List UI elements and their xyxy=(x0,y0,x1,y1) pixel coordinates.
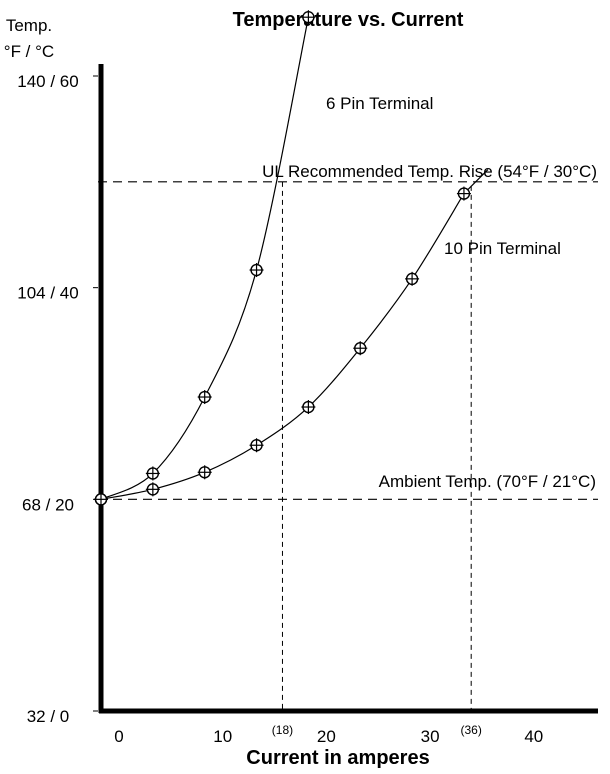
x-tick-label: 0 xyxy=(114,727,123,746)
data-point-marker xyxy=(197,465,212,480)
y-axis-label-line2: °F / °C xyxy=(4,42,54,61)
data-point-marker xyxy=(456,186,471,201)
ambient-label: Ambient Temp. (70°F / 21°C) xyxy=(379,472,596,491)
crossover-label: (36) xyxy=(461,723,482,737)
data-point-marker xyxy=(249,263,264,278)
data-point-marker xyxy=(197,390,212,405)
data-point-marker xyxy=(405,271,420,286)
data-point-marker xyxy=(249,438,264,453)
data-point-marker xyxy=(94,492,108,507)
series-label-6-pin: 6 Pin Terminal xyxy=(326,94,433,113)
data-point-marker xyxy=(301,400,316,415)
y-axis-label-line1: Temp. xyxy=(6,16,52,35)
data-point-marker xyxy=(145,466,160,481)
series-line-6-pin xyxy=(100,17,309,500)
series-label-10-pin: 10 Pin Terminal xyxy=(444,239,561,258)
y-tick-label: 68 / 20 xyxy=(22,495,74,514)
x-tick-label: 30 xyxy=(421,727,440,746)
x-axis-label: Current in amperes xyxy=(246,747,429,769)
y-tick-label: 32 / 0 xyxy=(27,707,70,726)
data-point-marker xyxy=(301,10,316,25)
ul-rise-label: UL Recommended Temp. Rise (54°F / 30°C) xyxy=(262,162,597,181)
crossover-label: (18) xyxy=(272,723,293,737)
data-point-marker xyxy=(353,341,368,356)
data-point-marker xyxy=(145,482,160,497)
x-tick-label: 20 xyxy=(317,727,336,746)
x-tick-label: 40 xyxy=(524,727,543,746)
y-tick-label: 104 / 40 xyxy=(17,284,78,303)
chart-title: Temperature vs. Current xyxy=(233,9,464,31)
y-tick-label: 140 / 60 xyxy=(17,72,78,91)
x-tick-label: 10 xyxy=(213,727,232,746)
